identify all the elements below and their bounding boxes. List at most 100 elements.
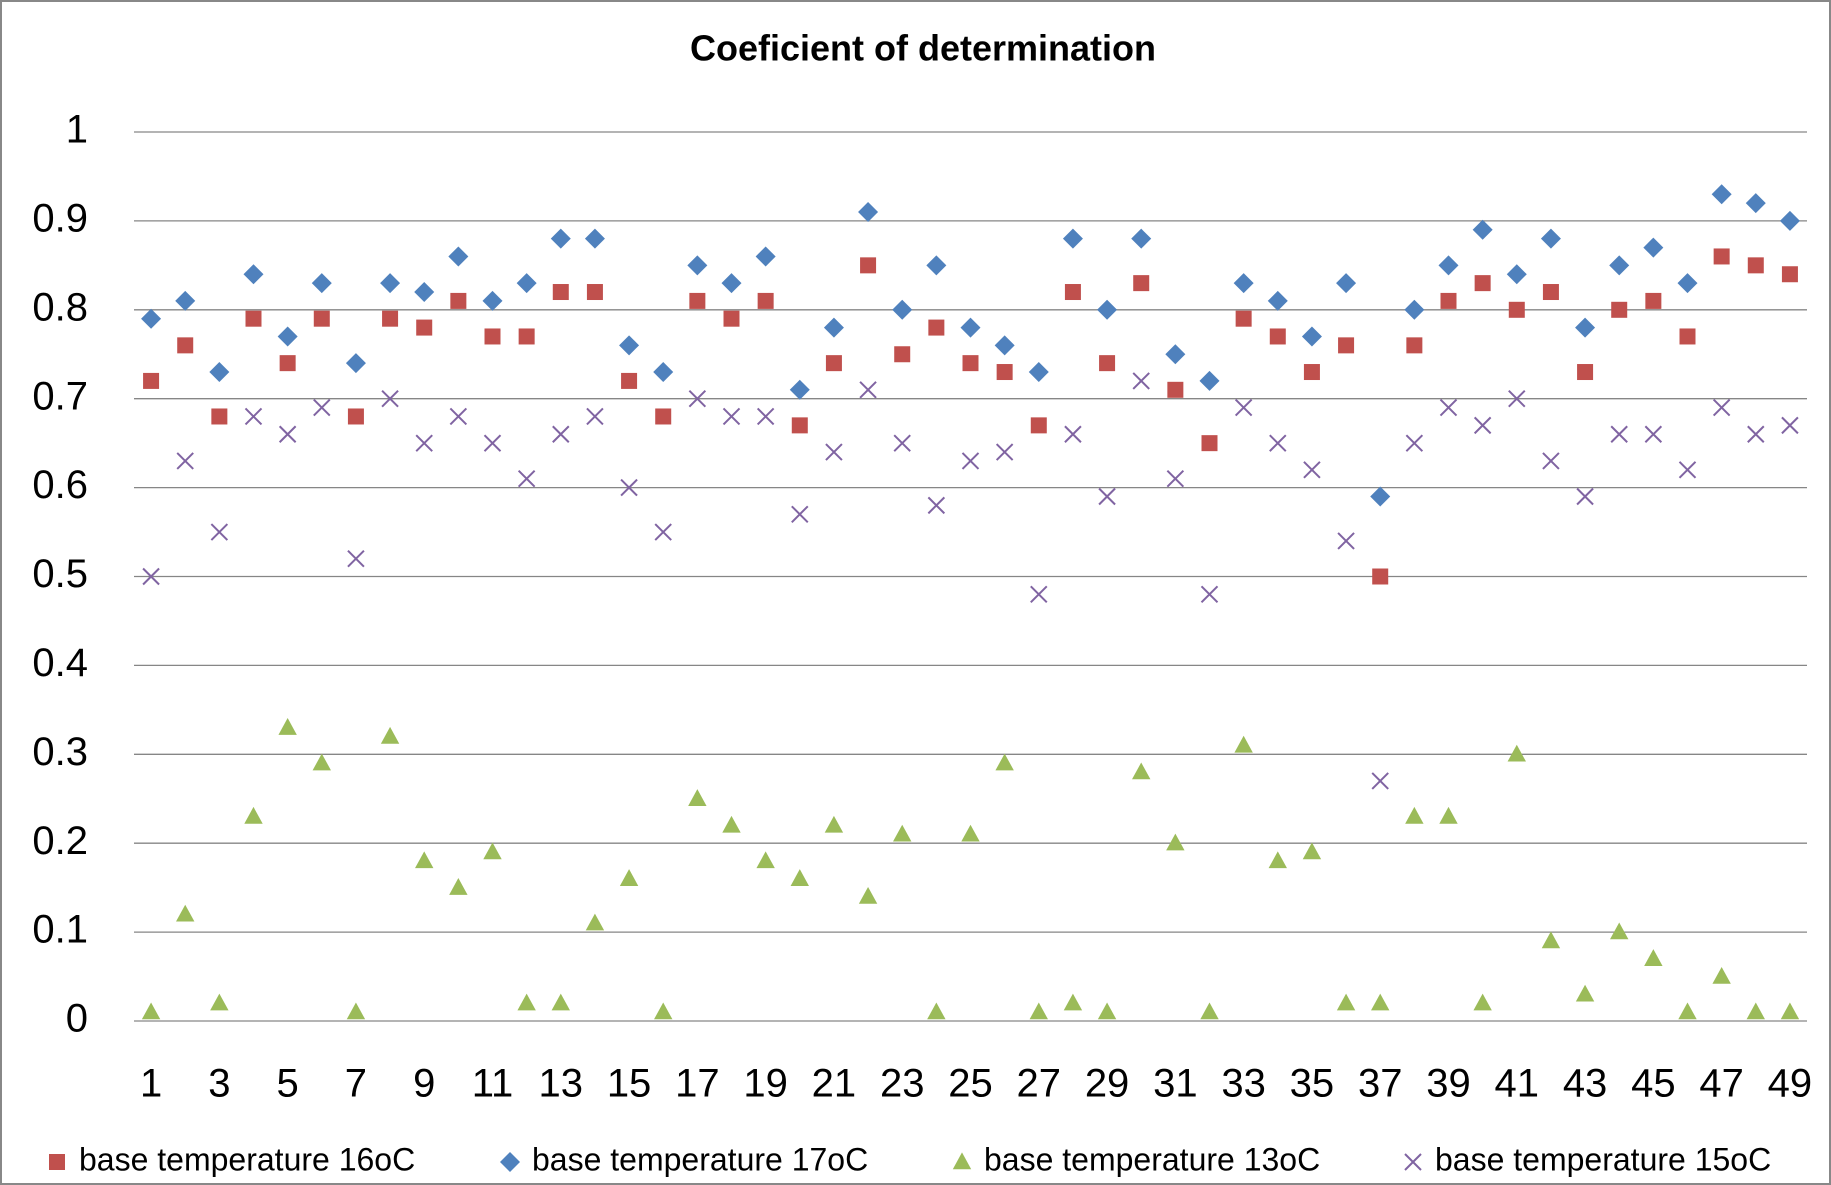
marker-triangle bbox=[619, 869, 639, 886]
legend-label: base temperature 13oC bbox=[984, 1141, 1320, 1177]
y-tick-label: 0.1 bbox=[32, 908, 88, 952]
marker-x bbox=[278, 425, 297, 443]
marker-x bbox=[825, 443, 843, 461]
marker-x bbox=[586, 407, 604, 426]
marker-square bbox=[1747, 257, 1764, 274]
marker-triangle bbox=[893, 824, 912, 842]
marker-square bbox=[1645, 292, 1662, 309]
marker-diamond bbox=[141, 308, 162, 329]
x-tick-label: 29 bbox=[1085, 1062, 1130, 1106]
marker-x bbox=[1781, 416, 1799, 435]
marker-x bbox=[1610, 425, 1628, 443]
marker-diamond bbox=[550, 228, 571, 249]
marker-square bbox=[825, 355, 842, 372]
marker-triangle bbox=[1097, 1002, 1117, 1020]
marker-triangle bbox=[688, 789, 707, 806]
marker-square bbox=[1201, 435, 1218, 452]
marker-x bbox=[1712, 398, 1731, 417]
marker-x bbox=[620, 478, 638, 497]
marker-square bbox=[996, 364, 1013, 381]
marker-square bbox=[1508, 301, 1525, 318]
marker-square bbox=[177, 337, 194, 354]
marker-x bbox=[1132, 372, 1150, 390]
marker-diamond bbox=[892, 299, 913, 320]
marker-diamond bbox=[789, 379, 810, 400]
marker-diamond bbox=[1506, 264, 1527, 285]
marker-x bbox=[1404, 1153, 1422, 1171]
marker-triangle bbox=[1371, 993, 1390, 1011]
marker-triangle bbox=[312, 753, 331, 771]
marker-triangle bbox=[1541, 931, 1561, 949]
marker-x bbox=[1303, 461, 1321, 479]
marker-square bbox=[245, 310, 262, 327]
marker-diamond bbox=[1779, 210, 1800, 231]
marker-square bbox=[1781, 266, 1798, 283]
marker-x bbox=[722, 407, 741, 426]
marker-x bbox=[517, 470, 536, 488]
marker-square bbox=[1577, 364, 1594, 381]
marker-triangle bbox=[1507, 744, 1526, 762]
x-tick-label: 35 bbox=[1290, 1062, 1335, 1106]
marker-diamond bbox=[380, 273, 401, 294]
x-tick-label: 49 bbox=[1768, 1062, 1813, 1106]
marker-x bbox=[995, 443, 1014, 461]
x-tick-label: 41 bbox=[1495, 1062, 1540, 1106]
marker-square bbox=[450, 292, 467, 309]
y-tick-label: 1 bbox=[66, 108, 88, 152]
marker-square bbox=[347, 408, 364, 425]
marker-square bbox=[894, 346, 911, 363]
marker-square bbox=[1167, 381, 1184, 398]
marker-square bbox=[1474, 275, 1491, 292]
marker-triangle bbox=[380, 726, 400, 744]
y-tick-label: 0.6 bbox=[32, 463, 88, 507]
marker-triangle bbox=[244, 806, 263, 824]
marker-x bbox=[483, 434, 502, 452]
x-tick-label: 7 bbox=[345, 1062, 367, 1106]
x-tick-label: 37 bbox=[1358, 1062, 1403, 1106]
marker-triangle bbox=[278, 718, 297, 735]
marker-diamond bbox=[823, 317, 844, 338]
marker-triangle bbox=[1234, 735, 1253, 753]
marker-diamond bbox=[1233, 273, 1254, 294]
marker-diamond bbox=[1438, 255, 1459, 276]
y-tick-label: 0.3 bbox=[32, 730, 88, 774]
marker-x bbox=[1371, 772, 1389, 790]
x-tick-label: 43 bbox=[1563, 1062, 1608, 1106]
marker-x bbox=[449, 407, 468, 426]
marker-triangle bbox=[824, 815, 844, 833]
chart-title: Coeficient of determination bbox=[690, 28, 1156, 69]
marker-x bbox=[210, 523, 229, 541]
x-tick-label: 19 bbox=[743, 1062, 788, 1106]
marker-x bbox=[1644, 425, 1663, 443]
x-tick-label: 47 bbox=[1699, 1062, 1744, 1106]
marker-x bbox=[654, 523, 672, 541]
marker-diamond bbox=[1643, 237, 1664, 258]
marker-square bbox=[1099, 355, 1116, 372]
marker-square bbox=[791, 417, 808, 434]
marker-triangle bbox=[1439, 806, 1458, 824]
marker-square bbox=[1372, 568, 1389, 585]
marker-diamond bbox=[619, 335, 640, 356]
marker-triangle bbox=[927, 1002, 946, 1020]
marker-square bbox=[928, 319, 945, 336]
marker-x bbox=[381, 389, 399, 408]
x-tick-label: 5 bbox=[277, 1062, 299, 1106]
marker-triangle bbox=[517, 993, 536, 1011]
marker-square bbox=[1679, 328, 1696, 345]
marker-diamond bbox=[1472, 219, 1493, 240]
marker-triangle bbox=[722, 815, 741, 833]
marker-triangle bbox=[210, 993, 229, 1011]
marker-x bbox=[859, 381, 877, 399]
marker-diamond bbox=[960, 317, 981, 338]
marker-triangle bbox=[1712, 966, 1731, 984]
marker-square bbox=[1542, 284, 1559, 301]
marker-diamond bbox=[1336, 273, 1357, 294]
marker-triangle bbox=[1678, 1002, 1697, 1020]
marker-triangle bbox=[1132, 762, 1151, 780]
marker-triangle bbox=[1575, 984, 1595, 1002]
marker-square bbox=[1406, 337, 1423, 354]
marker-triangle bbox=[483, 842, 502, 860]
x-tick-label: 31 bbox=[1153, 1062, 1198, 1106]
